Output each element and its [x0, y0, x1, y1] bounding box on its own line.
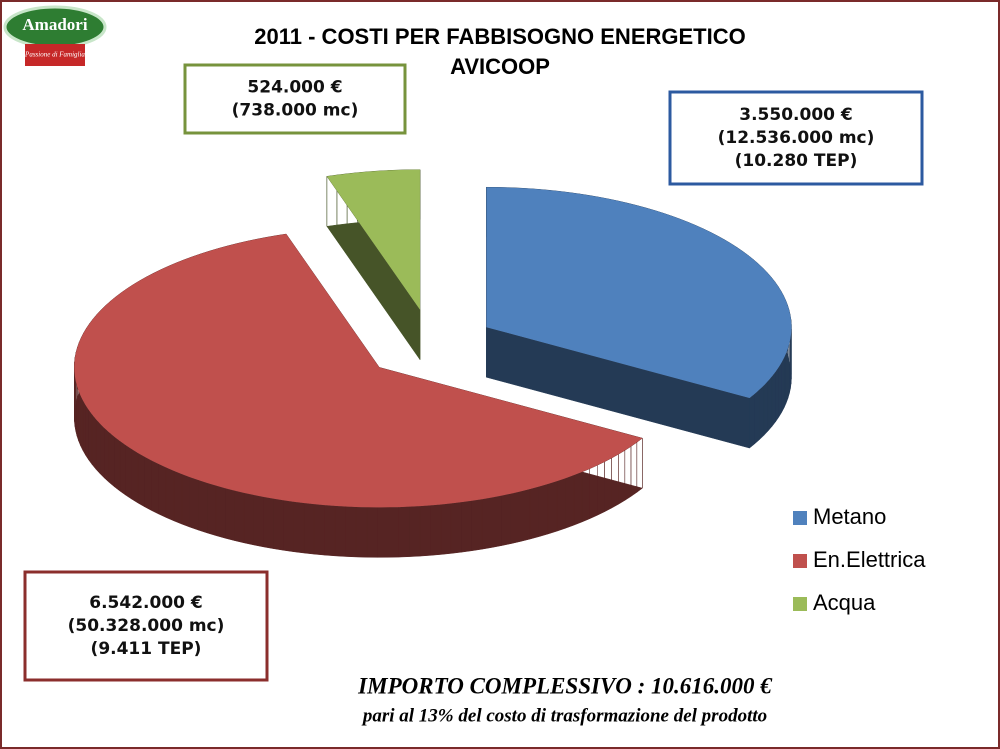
annotation-detail: (12.536.000 mc)	[718, 128, 875, 148]
footer-total: IMPORTO COMPLESSIVO : 10.616.000 €	[357, 673, 773, 698]
annotation-detail: (10.280 TEP)	[735, 151, 858, 171]
chart-subtitle: AVICOOP	[450, 54, 550, 79]
annotation-box	[668, 90, 924, 186]
annotation-box	[183, 63, 407, 135]
annotation-box	[23, 570, 269, 682]
chart-title: 2011 - COSTI PER FABBISOGNO ENERGETICO	[254, 24, 745, 49]
value-label: 524.000 €	[247, 78, 342, 98]
logo-tag-box	[25, 44, 85, 66]
annotation-detail: (9.411 TEP)	[91, 639, 202, 659]
annotation-detail: (50.328.000 mc)	[68, 616, 225, 636]
slice	[486, 187, 792, 399]
legend-label: En.Elettrica	[813, 547, 926, 572]
value-label: 6.542.000 €	[89, 593, 202, 613]
annotation-detail: (738.000 mc)	[232, 101, 359, 121]
logo: Amadori Passione di Famiglia	[3, 5, 107, 66]
legend-swatch	[793, 597, 807, 611]
slice	[74, 234, 643, 508]
slice	[326, 169, 420, 310]
value-label: 3.550.000 €	[739, 105, 852, 125]
footer-note: pari al 13% del costo di trasformazione …	[361, 705, 767, 726]
legend-swatch	[793, 511, 807, 525]
logo-name: Amadori	[22, 15, 87, 34]
legend-label: Acqua	[813, 590, 876, 615]
legend-swatch	[793, 554, 807, 568]
legend-label: Metano	[813, 504, 886, 529]
logo-tagline: Passione di Famiglia	[24, 51, 85, 59]
